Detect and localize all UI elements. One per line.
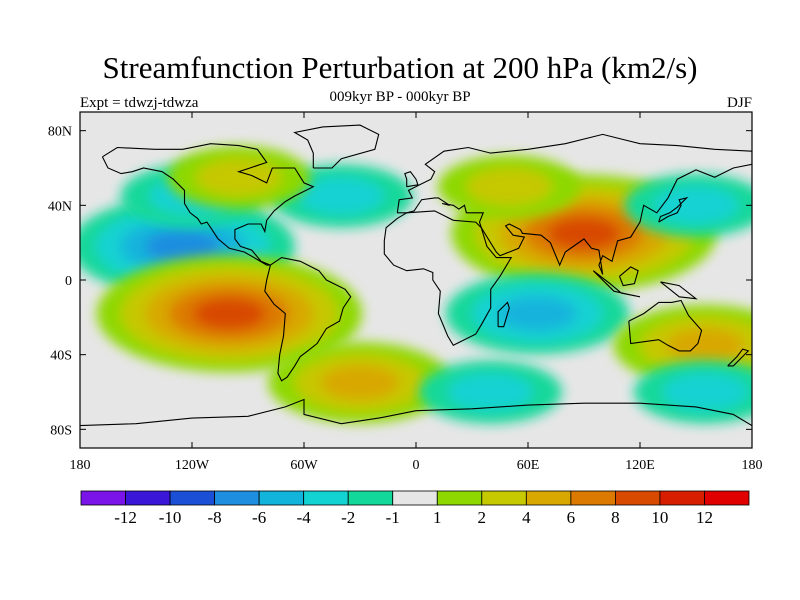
colorbar-label: 6 [567, 508, 576, 527]
madagascar-outline [497, 301, 510, 328]
x-tick-label: 0 [413, 458, 420, 473]
new-guinea-outline [660, 281, 698, 300]
colorbar-swatch [659, 490, 705, 506]
colorbar-label: -10 [159, 508, 182, 527]
season-label: DJF [726, 95, 752, 111]
colorbar-label: 12 [696, 508, 713, 527]
y-tick-label: 40S [50, 349, 72, 364]
antarctica-outline [80, 398, 752, 427]
borneo-outline [618, 266, 639, 287]
x-tick-label: 60E [517, 458, 540, 473]
colorbar-label: -2 [341, 508, 355, 527]
y-tick-label: 80N [48, 125, 72, 140]
colorbar-label: 4 [522, 508, 531, 527]
colorbar-swatch [258, 490, 305, 506]
australia-outline [628, 299, 703, 352]
x-tick-label: 60W [290, 458, 318, 473]
colorbar-label: 10 [651, 508, 668, 527]
anomaly-center [445, 273, 630, 355]
colorbar-swatch [347, 490, 394, 506]
japan-outline [658, 196, 689, 223]
colorbar-swatch [125, 490, 171, 506]
anomaly-center [437, 155, 581, 219]
x-tick-label: 120E [625, 458, 655, 473]
north-america-outline [101, 143, 315, 266]
colorbar-swatch [436, 490, 483, 506]
greenland-outline [293, 124, 380, 169]
anomaly-center [268, 342, 452, 424]
colorbar-boxes [80, 490, 750, 506]
anomaly-center [419, 360, 563, 424]
colorbar-swatch [303, 490, 349, 506]
colorbar-label: -12 [114, 508, 137, 527]
anomaly-fill-layer [80, 145, 752, 424]
uk-outline [404, 171, 419, 188]
y-tick-label: 80S [50, 423, 72, 438]
colorbar-swatch [525, 490, 572, 506]
y-tick-label: 40N [48, 199, 72, 214]
x-tick-label: 180 [742, 458, 763, 473]
x-tick-label: 120W [175, 458, 210, 473]
colorbar-swatch [570, 490, 616, 506]
colorbar-label: 8 [611, 508, 620, 527]
eurasia-outline [396, 133, 752, 275]
map-title: Streamfunction Perturbation at 200 hPa (… [102, 50, 698, 85]
x-tick-label: 180 [70, 458, 91, 473]
map-subtitle: 009kyr BP - 000kyr BP [329, 89, 471, 105]
colorbar-label: -6 [252, 508, 266, 527]
colorbar-label: 1 [433, 508, 442, 527]
colorbar-swatch [169, 490, 216, 506]
anomaly-center [633, 360, 752, 424]
colorbar-swatch [214, 490, 260, 506]
colorbar-label: -8 [208, 508, 222, 527]
anomaly-center [624, 173, 752, 237]
colorbar-swatch [704, 490, 750, 506]
colorbar-label: 2 [478, 508, 487, 527]
coastline-layer [80, 124, 752, 427]
colorbar-swatch [615, 490, 661, 506]
colorbar-label: -1 [386, 508, 400, 527]
colorbar-swatch [481, 490, 527, 506]
anomaly-center [96, 255, 362, 373]
indonesia-outline [592, 270, 641, 298]
axis-layer: 180 120W 60W 0 60E 120E 180 80N 40N 0 40S 80S [48, 112, 763, 473]
colorbar-swatch [392, 490, 438, 506]
colorbar-swatch [80, 490, 126, 506]
y-tick-label: 0 [65, 274, 72, 289]
colorbar-label: -4 [297, 508, 312, 527]
africa-outline [383, 210, 513, 347]
experiment-label: Expt = tdwzj-tdwza [80, 95, 199, 111]
anomaly-center [167, 145, 311, 209]
colorbar-labels: -12 -10 -8 -6 -4 -2 -1 1 2 4 6 8 10 12 [114, 508, 713, 527]
south-america-outline [264, 257, 352, 382]
new-zealand-outline [727, 348, 750, 367]
